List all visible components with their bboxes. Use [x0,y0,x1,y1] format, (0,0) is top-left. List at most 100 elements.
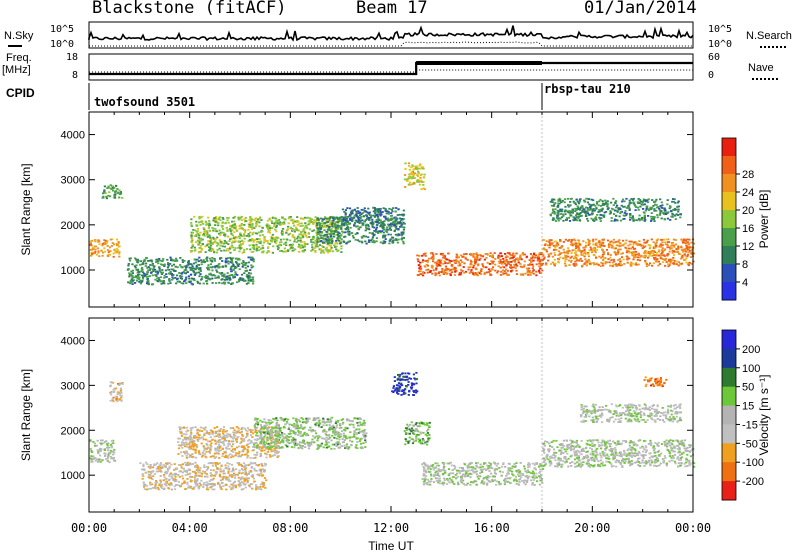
colorbar-swatch-2-3 [722,367,736,388]
colorbar-swatch-2-9 [722,481,736,501]
nave-series [89,69,693,73]
colorbar-tick-label-2-8: -200 [742,476,764,488]
freq-panel-frame [88,53,694,81]
colorbar-tick-label-1-1: 4 [742,277,748,289]
colorbar-swatch-2-4 [722,386,736,407]
freq-tick-high: 18 [66,52,79,63]
y-tick-label-1-2: 2000 [61,220,85,232]
colorbar-tick-label-1-7: 28 [742,169,754,181]
nsearch-label: N.Search [746,30,792,42]
y-tick-label-2-1: 1000 [61,470,85,482]
freq-label: Freq. [6,52,32,64]
colorbar-swatch-1-7 [722,246,736,265]
data-region-2-1 [89,439,117,464]
data-region-1-8 [416,251,545,277]
nave-tick-high: 60 [708,52,721,63]
freq-unit-label: [MHz] [2,64,31,76]
data-region-1-9 [542,238,695,268]
colorbar-swatch-1-6 [722,228,736,247]
colorbar-swatch-2-1 [722,330,736,350]
y-tick-label-2-3: 3000 [61,380,85,392]
data-region-2-3 [139,461,268,491]
colorbar-swatch-1-2 [722,156,736,175]
cpid-program-1: twofsound 3501 [94,95,196,109]
heatmap-panel-2 [88,317,696,513]
cpid-label: CPID [6,86,35,100]
y-tick-label-2-2: 2000 [61,425,85,437]
colorbar-swatch-2-8 [722,462,736,482]
colorbar-swatch-1-5 [722,210,736,229]
nsky-legend-line [8,45,22,47]
y-axis-label-2: Slant Range [km] [19,369,33,461]
data-region-1-4 [189,215,343,254]
nsearch-legend-line [760,46,786,48]
nave-tick-low: 0 [708,70,715,81]
y-tick-label-1-4: 4000 [61,130,85,142]
colorbar-swatch-1-3 [722,174,736,193]
colorbar-tick-label-2-3: 50 [742,382,754,394]
data-region-2-4 [177,426,280,459]
freq-tick-low: 8 [72,70,79,81]
nsky-tick-low: 10^0 [50,39,75,50]
nave-legend-line [752,78,778,80]
nave-label: Nave [748,62,774,74]
y-axis-label-1: Slant Range [km] [19,163,33,255]
heatmap-panel-1 [88,111,695,308]
freq-series [89,61,693,76]
data-region-2-11 [643,376,668,388]
colorbar-tick-label-2-2: 100 [742,363,760,375]
colorbar-swatch-2-5 [722,405,736,425]
beam-title: Beam 17 [356,0,428,18]
colorbar-tick-label-2-5: -15 [742,419,758,431]
colorbar-tick-label-1-5: 20 [742,205,754,217]
colorbar-tick-label-1-6: 24 [742,187,754,199]
y-tick-label-2-4: 4000 [61,335,85,347]
x-tick-label-7: 00:00 [675,521,711,535]
colorbar-swatch-1-9 [722,282,736,301]
x-tick-label-1: 00:00 [71,521,107,535]
x-tick-label-5: 16:00 [474,521,510,535]
colorbar-tick-label-2-1: 200 [742,344,760,356]
nsearch-tick-low: 10^0 [708,39,733,50]
colorbar-frame-2 [721,329,737,501]
colorbar-tick-label-1-3: 12 [742,241,754,253]
colorbar-swatch-1-4 [722,192,736,211]
x-axis-label: Time UT [368,539,414,553]
colorbar-swatch-1-1 [722,138,736,157]
x-tick-label-2: 04:00 [172,521,208,535]
cpid-program-2: rbsp-tau 210 [544,82,631,96]
data-region-1-7 [403,162,426,191]
data-region-2-6 [391,371,419,396]
data-region-2-5 [252,416,368,450]
nsky-label: N.Sky [4,30,34,42]
y-tick-label-1-3: 3000 [61,175,85,187]
data-region-2-10 [579,403,683,424]
data-region-1-6 [341,206,406,227]
colorbar-swatch-2-2 [722,348,736,369]
data-region-2-9 [542,439,696,468]
nsky-series [88,25,694,42]
colorbar-label-1: Power [dB] [757,190,771,249]
y-tick-label-1-1: 1000 [61,265,85,277]
colorbar-swatch-1-8 [722,264,736,283]
colorbar-swatch-2-7 [722,443,736,463]
colorbar-tick-label-2-4: 15 [742,401,754,413]
colorbar-tick-label-2-6: -50 [742,438,758,450]
freq-band [416,61,542,65]
data-region-2-2 [109,381,124,403]
nsky-panel-frame [88,21,694,49]
data-region-1-10 [549,197,683,222]
data-region-1-2 [101,184,124,200]
colorbar-tick-label-1-4: 16 [742,223,754,235]
data-region-1-1 [89,238,121,258]
x-tick-label-4: 12:00 [373,521,409,535]
nsky-tick-high: 10^5 [50,24,75,35]
colorbar-label-2: Velocity [m s⁻¹] [757,374,771,455]
nsearch-tick-high: 10^5 [708,24,733,35]
x-tick-label-6: 20:00 [574,521,610,535]
radar-title: Blackstone (fitACF) [92,0,287,18]
data-region-2-8 [421,461,545,486]
nsearch-series [89,41,692,47]
data-region-2-7 [403,421,431,446]
